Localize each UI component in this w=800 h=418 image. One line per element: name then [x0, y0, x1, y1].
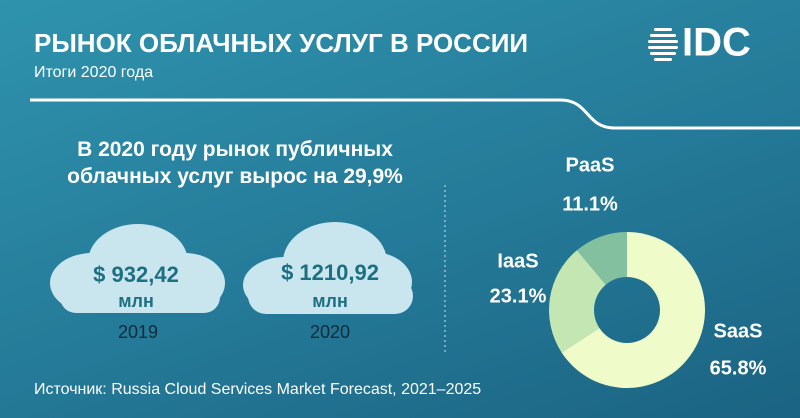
legend-label: IaaS: [497, 250, 538, 272]
value-label: 65.8%: [710, 357, 767, 379]
cloud-year: 2019: [118, 322, 158, 342]
cloud-value: $ 1210,92: [281, 260, 379, 285]
cloud-unit: млн: [118, 291, 154, 311]
value-label: 11.1%: [562, 193, 618, 215]
value-label: 23.1%: [490, 285, 547, 307]
cloud-year: 2020: [310, 322, 350, 342]
title: РЫНОК ОБЛАЧНЫХ УСЛУГ В РОССИИ: [34, 28, 528, 58]
cloud-unit: млн: [312, 291, 348, 311]
source: Источник: Russia Cloud Services Market F…: [34, 381, 481, 398]
cloud-shape: [50, 224, 225, 313]
logo: IDC: [682, 21, 751, 65]
headline: В 2020 году рынок публичных облачных усл…: [67, 138, 403, 188]
cloud-shape: [243, 222, 413, 314]
cloud-value: $ 932,42: [93, 262, 179, 287]
subtitle: Итоги 2020 года: [34, 64, 153, 81]
donut-slice: [561, 232, 705, 388]
donut-slice: [576, 232, 627, 285]
divider-curve: [30, 98, 800, 130]
logo-globe: [648, 28, 678, 61]
legend-label: SaaS: [714, 320, 763, 342]
legend-label: PaaS: [566, 154, 615, 176]
donut-slice: [549, 250, 606, 353]
